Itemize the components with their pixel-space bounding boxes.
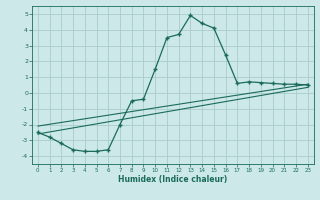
X-axis label: Humidex (Indice chaleur): Humidex (Indice chaleur) [118, 175, 228, 184]
